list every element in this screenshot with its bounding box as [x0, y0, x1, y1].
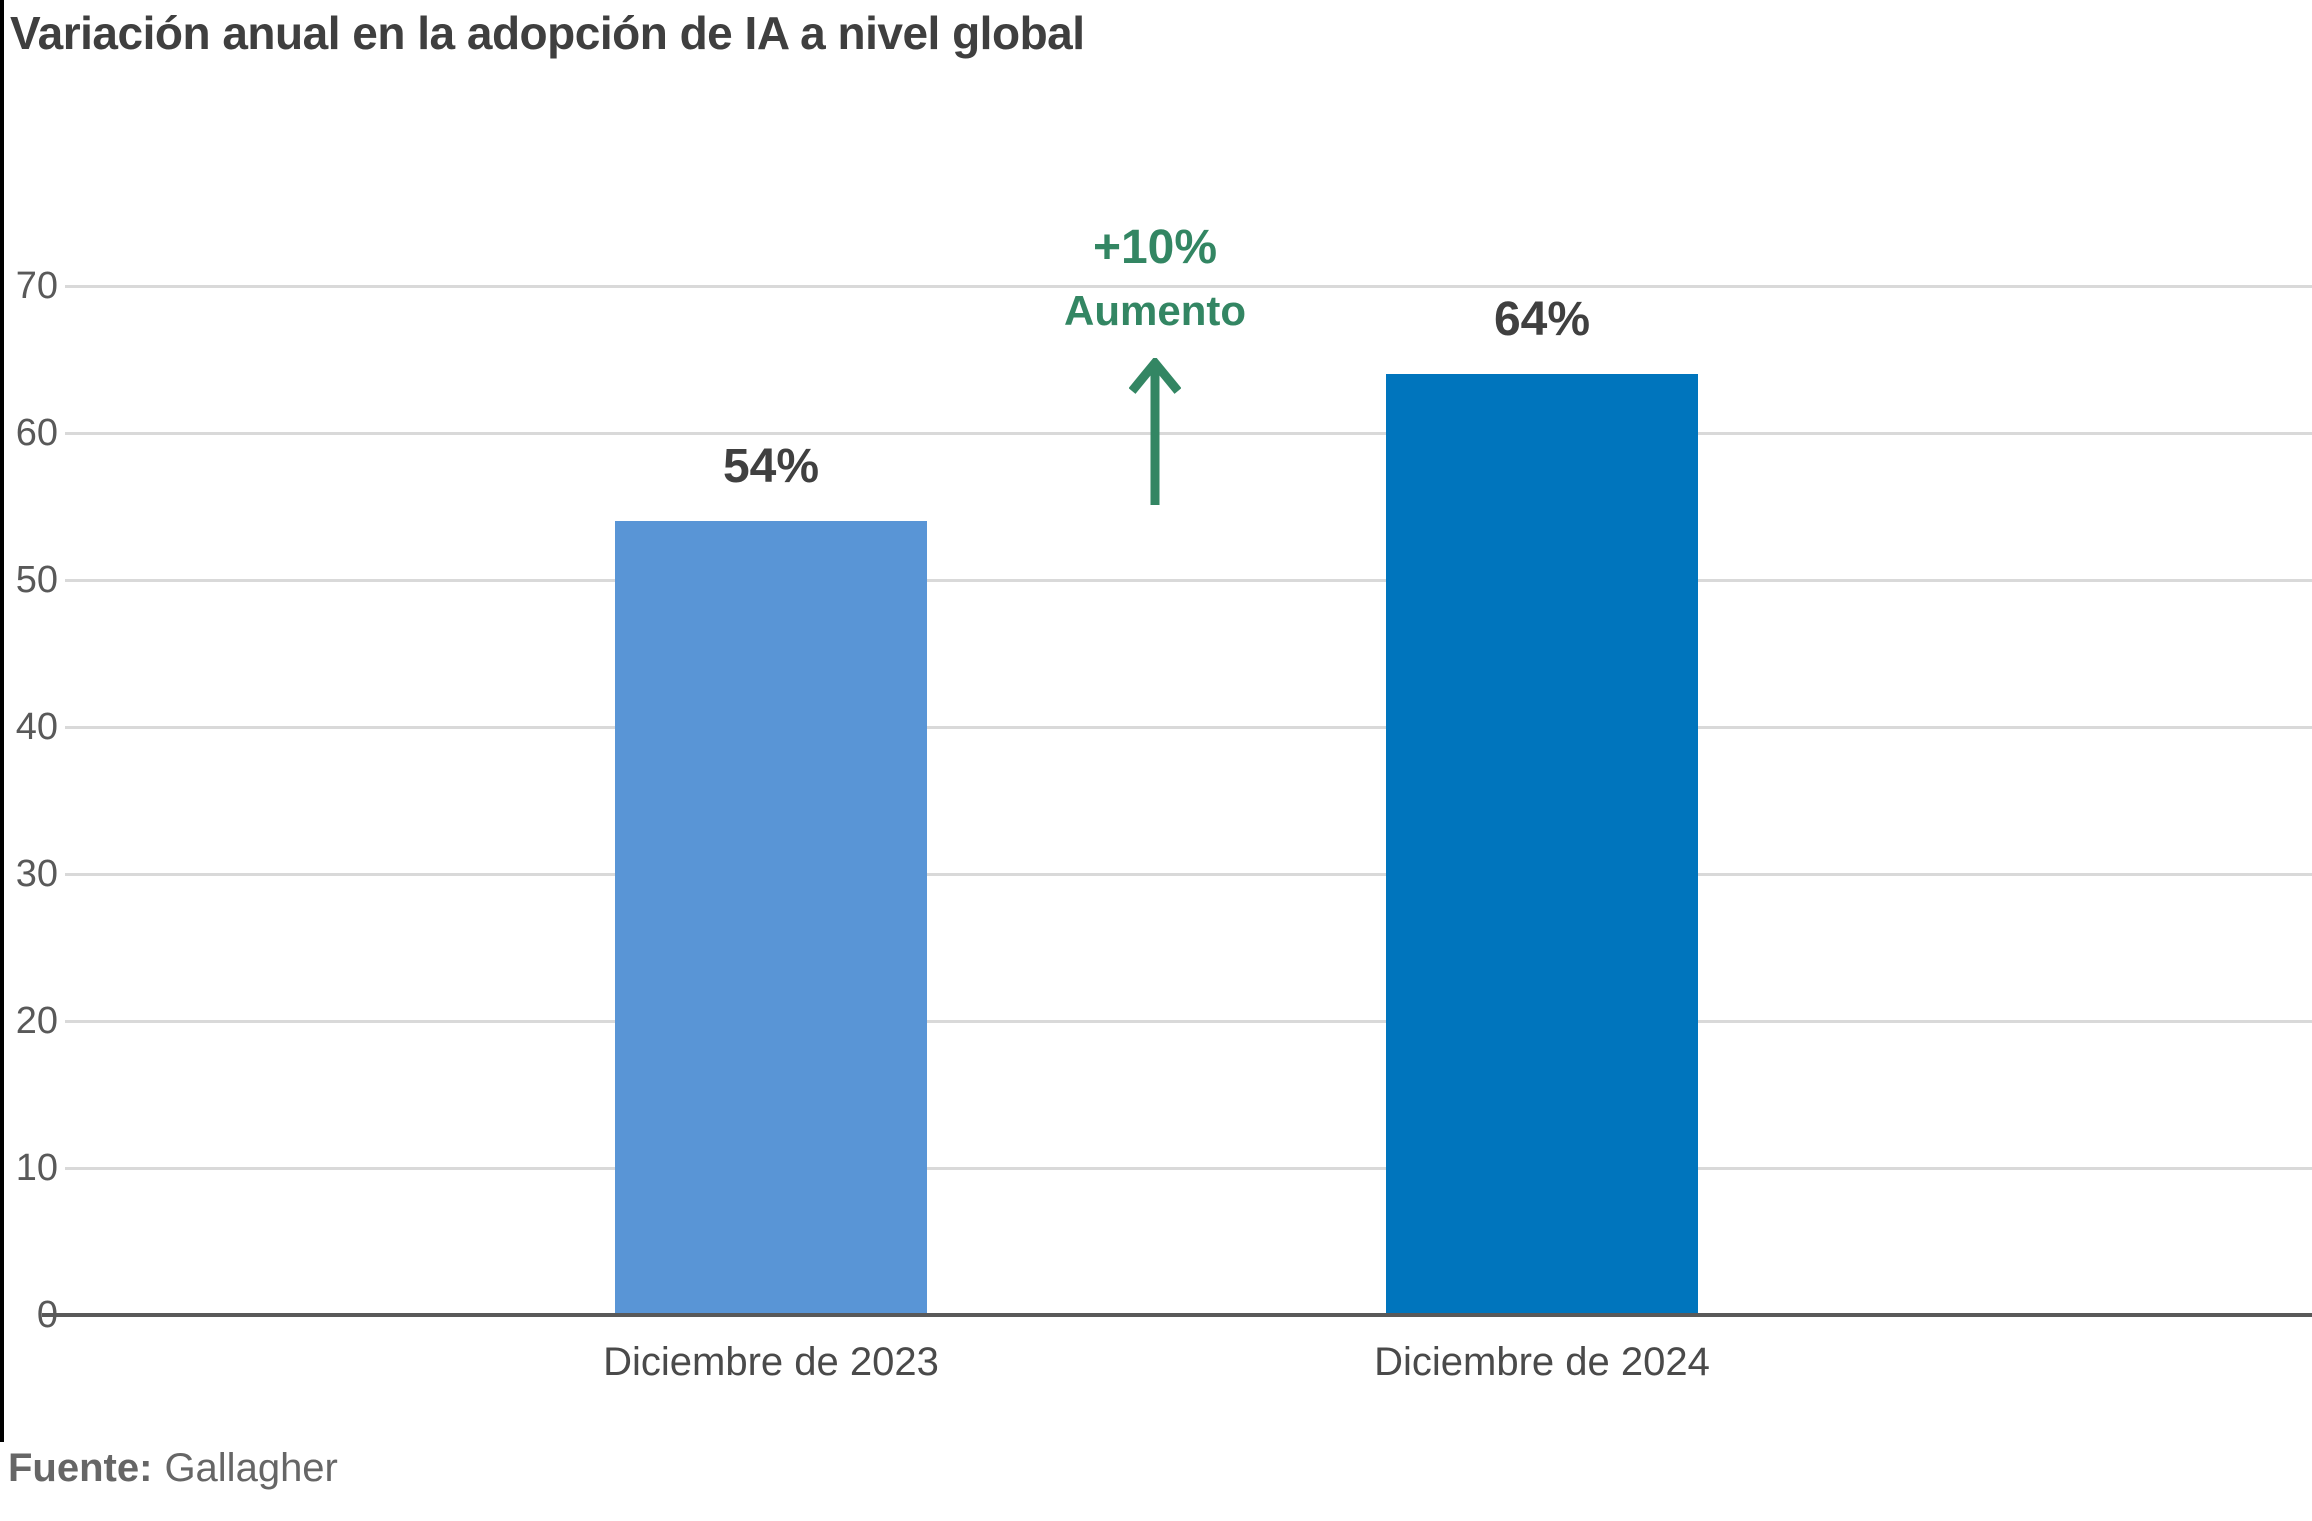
y-tick-label-30: 30: [15, 853, 58, 895]
gridline-60: [65, 432, 2312, 435]
source-line: Fuente: Gallagher: [8, 1446, 338, 1491]
increase-annotation: +10% Aumento: [905, 224, 1405, 508]
y-tick-label-20: 20: [15, 1000, 58, 1042]
source-label: Fuente:: [8, 1446, 153, 1490]
up-arrow-icon: [1129, 358, 1181, 505]
y-tick-label-50: 50: [15, 559, 58, 601]
increase-delta-label: +10%: [1092, 221, 1218, 274]
y-tick-label-40: 40: [15, 706, 58, 748]
gridline-70: [65, 285, 2312, 288]
x-tick-label-1: Diciembre de 2023: [603, 1340, 939, 1384]
chart-title: Variación anual en la adopción de IA a n…: [10, 7, 1085, 59]
x-tick-label-2: Diciembre de 2024: [1374, 1340, 1710, 1384]
y-axis-line: [0, 0, 4, 1442]
gridline-20: [65, 1020, 2312, 1023]
y-tick-label-0: 0: [36, 1294, 58, 1336]
source-value: Gallagher: [164, 1446, 338, 1490]
y-tick-label-10: 10: [15, 1147, 58, 1189]
gridline-10: [65, 1167, 2312, 1170]
bar-value-label-2: 64%: [1493, 293, 1591, 347]
bar-2: [1386, 374, 1698, 1315]
increase-word-label: Aumento: [1064, 287, 1246, 334]
gridline-40: [65, 726, 2312, 729]
y-tick-label-60: 60: [15, 412, 58, 454]
gridline-30: [65, 873, 2312, 876]
x-axis-line: [42, 1313, 2312, 1317]
gridline-50: [65, 579, 2312, 582]
bar-value-label-1: 54%: [722, 440, 820, 494]
plot-area: [65, 285, 2312, 1315]
y-tick-label-70: 70: [15, 265, 58, 307]
bar-1: [615, 521, 927, 1315]
